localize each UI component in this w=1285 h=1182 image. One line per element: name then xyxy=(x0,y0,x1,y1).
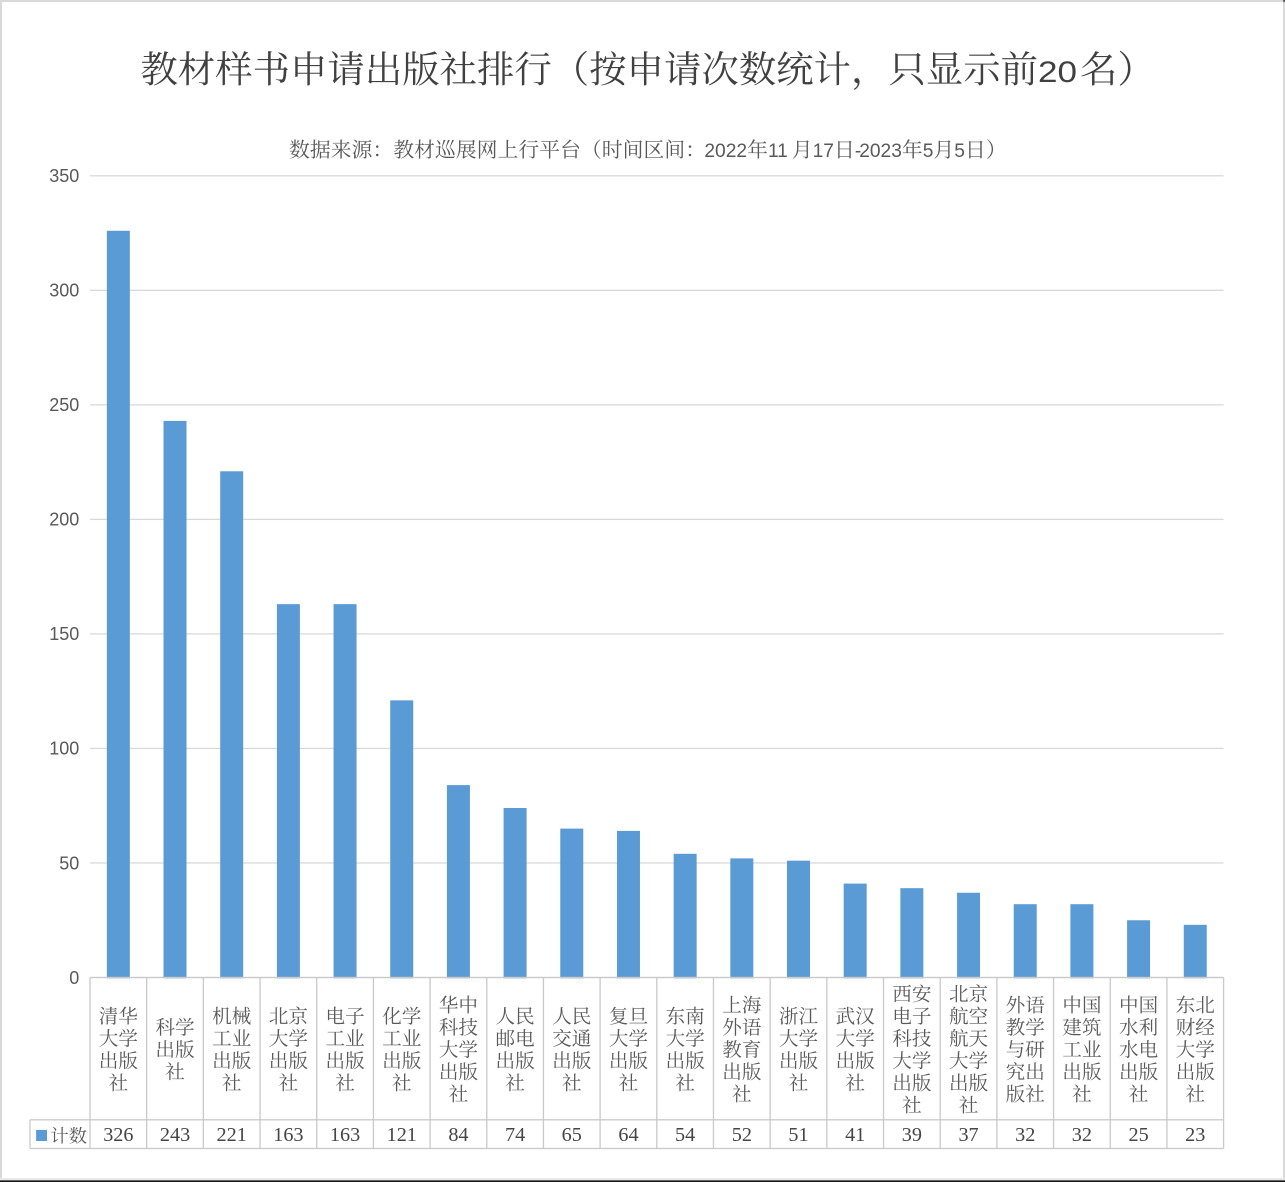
svg-text:0: 0 xyxy=(69,968,79,988)
svg-text:51: 51 xyxy=(788,1124,808,1146)
svg-text:32: 32 xyxy=(1072,1124,1092,1146)
svg-text:243: 243 xyxy=(160,1124,190,1146)
svg-text:65: 65 xyxy=(562,1124,582,1146)
svg-text:5: 5 xyxy=(954,141,965,162)
svg-text:250: 250 xyxy=(49,395,79,415)
svg-text:326: 326 xyxy=(103,1124,133,1146)
svg-text:25: 25 xyxy=(1128,1124,1148,1146)
svg-text:100: 100 xyxy=(49,739,79,759)
svg-text:17: 17 xyxy=(813,141,834,162)
svg-text:74: 74 xyxy=(505,1124,525,1146)
svg-text:37: 37 xyxy=(958,1124,978,1146)
svg-text:350: 350 xyxy=(49,166,79,186)
svg-text:54: 54 xyxy=(675,1124,695,1146)
svg-text:2023: 2023 xyxy=(859,141,902,162)
svg-text:300: 300 xyxy=(49,281,79,301)
svg-text:23: 23 xyxy=(1185,1124,1205,1146)
svg-text:41: 41 xyxy=(845,1124,865,1146)
svg-text:50: 50 xyxy=(59,853,79,873)
svg-text:32: 32 xyxy=(1015,1124,1035,1146)
svg-text:52: 52 xyxy=(732,1124,752,1146)
svg-text:11: 11 xyxy=(768,141,788,162)
svg-text:121: 121 xyxy=(387,1124,417,1146)
svg-text:84: 84 xyxy=(448,1124,468,1146)
svg-text:163: 163 xyxy=(273,1124,303,1146)
svg-text:150: 150 xyxy=(49,624,79,644)
svg-text:20: 20 xyxy=(1038,56,1077,89)
svg-text:5: 5 xyxy=(923,141,934,162)
svg-text:-: - xyxy=(855,141,861,162)
svg-text:221: 221 xyxy=(217,1124,247,1146)
svg-text:163: 163 xyxy=(330,1124,360,1146)
svg-text:64: 64 xyxy=(618,1124,638,1146)
svg-text:2022: 2022 xyxy=(704,141,747,162)
svg-text:200: 200 xyxy=(49,510,79,530)
svg-text:39: 39 xyxy=(902,1124,922,1146)
